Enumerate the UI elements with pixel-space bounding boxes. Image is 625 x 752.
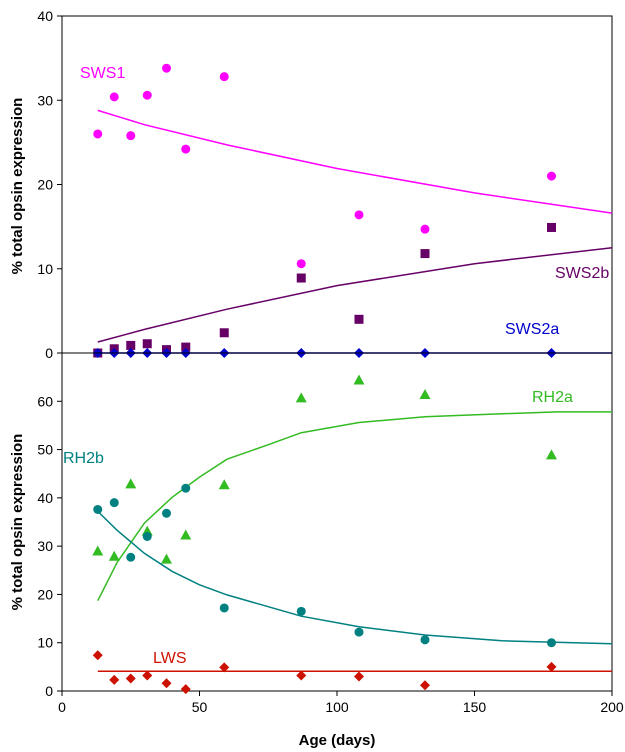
LWS-point — [109, 675, 119, 685]
SWS1-point — [547, 172, 556, 181]
upper-y-tick-label: 30 — [37, 92, 53, 108]
LWS-point — [126, 673, 136, 683]
RH2a-point — [180, 530, 191, 540]
x-tick-label: 50 — [192, 699, 208, 715]
LWS-point — [93, 650, 103, 660]
RH2a-point — [420, 389, 431, 399]
RH2a-point — [92, 545, 103, 555]
RH2b-point — [126, 553, 135, 562]
lower-y-axis-title: % total opsin expression — [9, 434, 26, 611]
lower-panel: 0 10 20 30 40 50 60 0 50 100 150 200 RH2a RH2b LWS — [37, 353, 623, 715]
lower-y-tick-label: 30 — [37, 538, 53, 554]
SWS2b-point — [143, 339, 152, 348]
RH2b-point — [355, 628, 364, 637]
x-tick-label: 0 — [58, 699, 66, 715]
SWS1-point — [355, 210, 364, 219]
SWS2b-point — [421, 249, 430, 258]
RH2a-point — [125, 478, 136, 488]
LWS-point — [181, 684, 191, 694]
RH2b-point — [93, 505, 102, 514]
series-label-SWS2b: SWS2b — [555, 265, 609, 282]
SWS1-point — [421, 225, 430, 234]
x-tick-label: 200 — [600, 699, 624, 715]
RH2a-point — [546, 449, 557, 459]
series-label-LWS: LWS — [153, 650, 186, 667]
RH2b-point — [143, 532, 152, 541]
series-RH2b: RH2b — [63, 450, 612, 647]
RH2b-point — [421, 635, 430, 644]
series-label-SWS2a: SWS2a — [505, 321, 559, 338]
upper-y-axis-title: % total opsin expression — [9, 98, 26, 275]
SWS1-point — [126, 131, 135, 140]
lower-y-tick-label: 20 — [37, 586, 53, 602]
x-axis-title: Age (days) — [299, 732, 376, 749]
SWS1-point — [181, 145, 190, 154]
upper-y-tick-label: 40 — [37, 8, 53, 24]
lower-y-tick-label: 40 — [37, 490, 53, 506]
SWS2b-point — [297, 274, 306, 283]
LWS-point — [354, 672, 364, 682]
series-SWS2a: SWS2a — [93, 321, 612, 358]
upper-panel: 0 10 20 30 40 SWS1 SWS2b SWS2a — [37, 8, 612, 361]
LWS-point — [296, 671, 306, 681]
RH2a-point — [161, 554, 172, 564]
SWS1-point — [110, 92, 119, 101]
lower-y-tick-label: 50 — [37, 442, 53, 458]
RH2b-trend-line — [98, 511, 612, 643]
RH2a-point — [354, 375, 365, 385]
RH2b-point — [220, 603, 229, 612]
LWS-point — [547, 662, 557, 672]
LWS-point — [162, 678, 172, 688]
LWS-point — [142, 671, 152, 681]
SWS1-point — [162, 64, 171, 73]
RH2a-point — [219, 479, 230, 489]
RH2a-point — [109, 551, 120, 561]
SWS1-point — [220, 72, 229, 81]
upper-y-tick-label: 10 — [37, 261, 53, 277]
x-tick-label: 150 — [463, 699, 487, 715]
series-SWS1: SWS1 — [80, 64, 612, 268]
lower-y-tick-label: 60 — [37, 393, 53, 409]
series-label-RH2a: RH2a — [532, 389, 573, 406]
series-label-RH2b: RH2b — [63, 450, 104, 467]
RH2b-point — [297, 607, 306, 616]
upper-y-tick-label: 0 — [45, 345, 53, 361]
SWS2b-point — [547, 223, 556, 232]
RH2b-point — [181, 484, 190, 493]
SWS2b-point — [355, 315, 364, 324]
upper-plot-frame — [62, 16, 612, 353]
series-RH2a: RH2a — [92, 375, 612, 601]
SWS1-point — [297, 259, 306, 268]
series-LWS: LWS — [93, 650, 612, 694]
SWS1-point — [143, 91, 152, 100]
series-label-SWS1: SWS1 — [80, 65, 125, 82]
RH2b-point — [547, 638, 556, 647]
lower-y-tick-label: 0 — [45, 683, 53, 699]
RH2b-point — [162, 509, 171, 518]
x-tick-label: 100 — [325, 699, 349, 715]
LWS-point — [420, 680, 430, 690]
SWS2b-point — [220, 328, 229, 337]
upper-y-tick-label: 20 — [37, 177, 53, 193]
RH2a-point — [296, 392, 307, 402]
SWS1-point — [93, 129, 102, 138]
lower-y-tick-label: 10 — [37, 635, 53, 651]
SWS1-trend-line — [98, 110, 612, 213]
RH2b-point — [110, 498, 119, 507]
